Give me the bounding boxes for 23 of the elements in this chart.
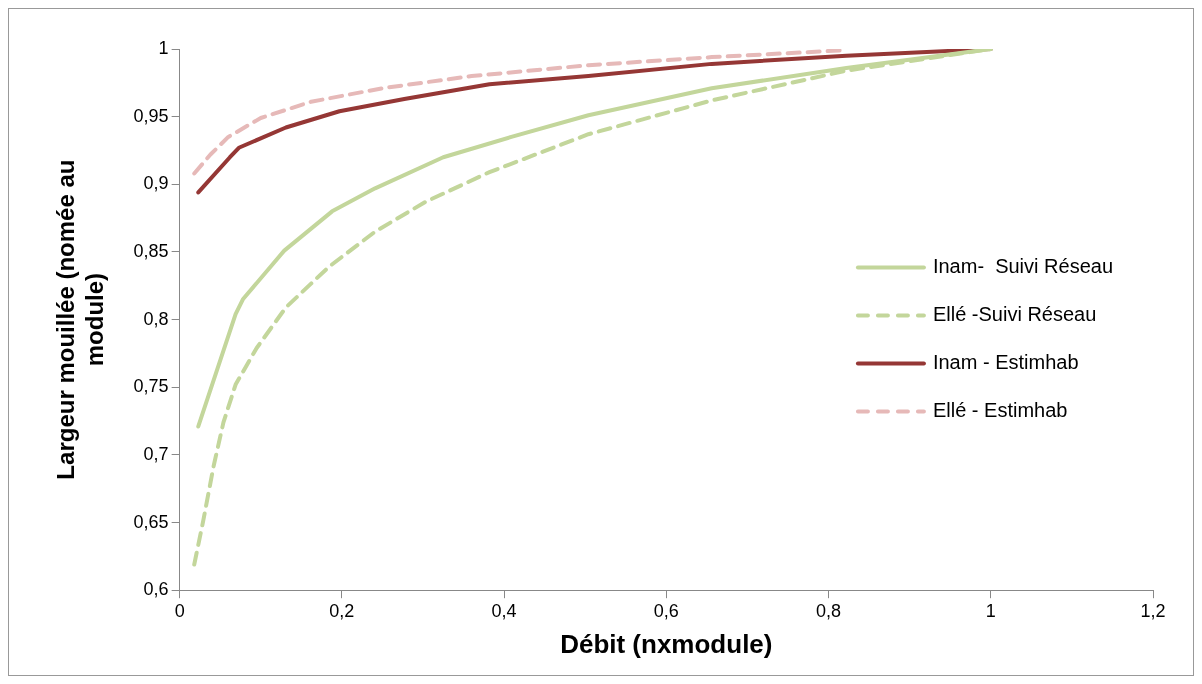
- x-axis-title: Débit (nxmodule): [560, 628, 773, 659]
- y-tick-label: 0,65: [133, 511, 169, 532]
- y-tick-label: 0,85: [133, 240, 169, 261]
- legend-label: Inam- Suivi Réseau: [932, 255, 1113, 278]
- legend-label: Inam - Estimhab: [932, 351, 1079, 374]
- y-tick-label: 0,9: [143, 173, 169, 194]
- x-tick-label: 0,8: [816, 600, 842, 621]
- x-tick-label: 0: [174, 600, 185, 621]
- legend-label: Ellé - Estimhab: [932, 399, 1068, 422]
- x-tick-label: 1,2: [1140, 600, 1166, 621]
- legend-label: Ellé -Suivi Réseau: [932, 303, 1097, 326]
- line-series: [192, 49, 845, 176]
- x-tick-label: 1: [985, 600, 996, 621]
- x-tick-label: 0,4: [491, 600, 517, 621]
- x-tick-label: 0,2: [329, 600, 355, 621]
- y-tick-label: 1: [158, 37, 169, 58]
- y-axis-title: Largeur mouillée (nomée au module): [52, 159, 108, 480]
- y-tick-label: 0,7: [143, 443, 169, 464]
- y-tick-label: 0,8: [143, 308, 169, 329]
- x-tick-label: 0,6: [653, 600, 679, 621]
- y-tick-label: 0,75: [133, 376, 169, 397]
- y-tick-label: 0,6: [143, 579, 169, 600]
- y-tick-label: 0,95: [133, 105, 169, 126]
